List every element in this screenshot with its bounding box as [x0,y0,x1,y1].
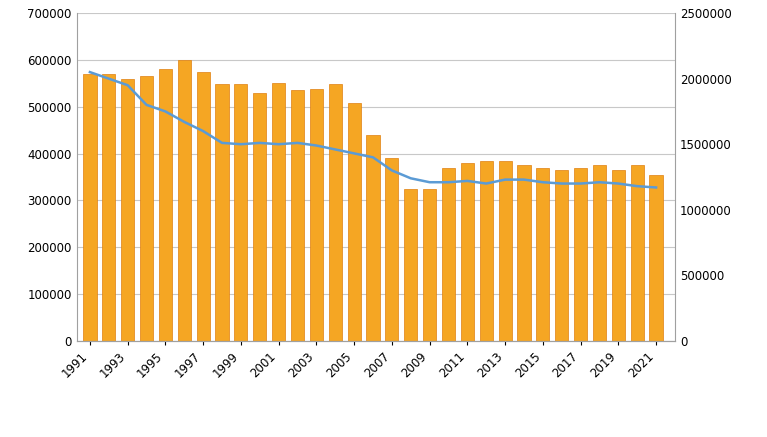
Bar [518,165,531,341]
Legend: 入学志願者数, 18歳人口: 入学志願者数, 18歳人口 [273,435,479,437]
Bar [479,160,493,341]
Bar [234,84,248,341]
Bar [367,135,380,341]
Bar [328,84,342,341]
Bar [612,170,625,341]
Bar [196,72,209,341]
Bar [253,93,266,341]
Bar [630,165,644,341]
Bar [216,84,229,341]
Bar [385,158,399,341]
Bar [272,83,285,341]
Bar [291,90,304,341]
Bar [650,175,663,341]
Bar [423,189,436,341]
Bar [442,168,455,341]
Bar [140,76,153,341]
Bar [404,189,417,341]
Bar [499,160,512,341]
Bar [536,168,549,341]
Bar [593,165,606,341]
Bar [461,163,474,341]
Bar [102,74,115,341]
Bar [84,74,97,341]
Bar [159,69,172,341]
Bar [347,103,360,341]
Bar [555,170,568,341]
Bar [310,90,323,341]
Bar [121,79,134,341]
Bar [574,168,588,341]
Bar [178,60,191,341]
